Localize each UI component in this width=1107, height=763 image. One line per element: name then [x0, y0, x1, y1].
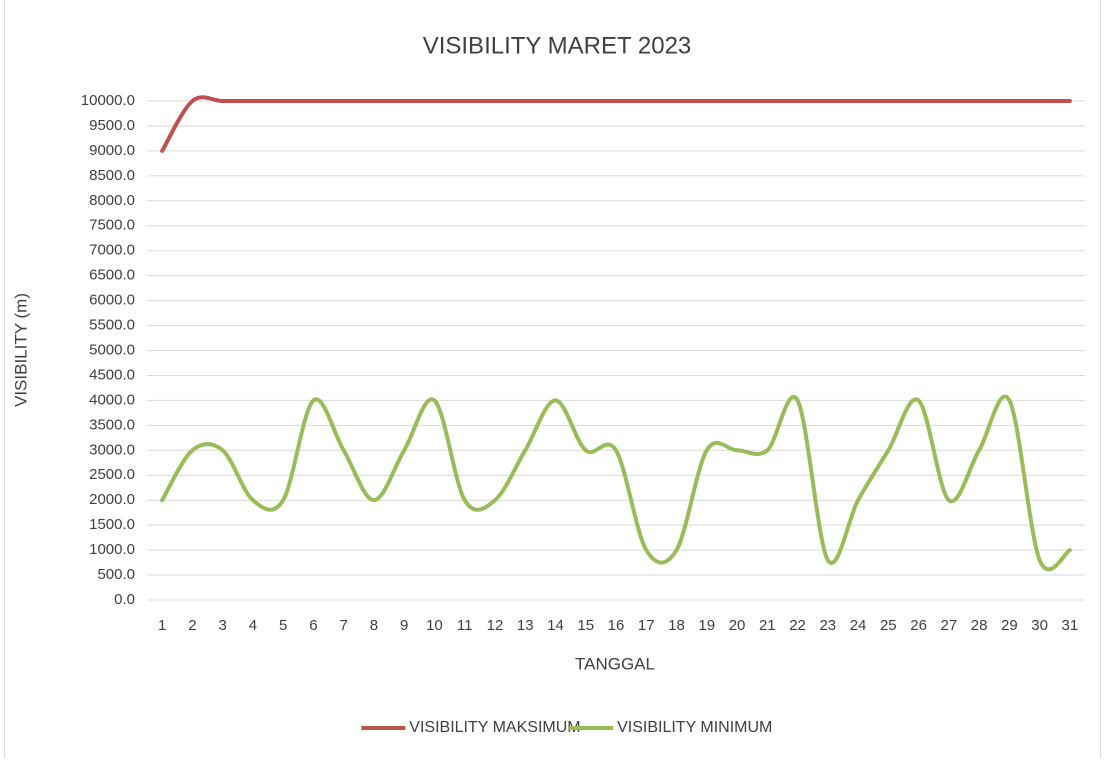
x-tick-label: 16 [608, 617, 625, 634]
y-tick-label: 9500.0 [89, 117, 135, 134]
y-tick-label: 3500.0 [89, 416, 135, 433]
x-tick-label: 21 [759, 617, 776, 634]
x-tick-label: 22 [789, 617, 806, 634]
x-tick-label: 26 [910, 617, 927, 634]
x-tick-label: 5 [279, 617, 287, 634]
x-tick-label: 1 [158, 617, 166, 634]
y-tick-label: 2500.0 [89, 466, 135, 483]
x-tick-label: 24 [850, 617, 867, 634]
y-tick-label: 6500.0 [89, 267, 135, 284]
y-tick-label: 5500.0 [89, 317, 135, 334]
y-tick-label: 7500.0 [89, 217, 135, 234]
x-tick-label: 31 [1062, 617, 1079, 634]
x-tick-label: 7 [340, 617, 348, 634]
x-axis-label: TANGGAL [575, 654, 655, 673]
chart-title: VISIBILITY MARET 2023 [423, 32, 692, 59]
y-tick-label: 4500.0 [89, 366, 135, 383]
y-tick-label: 500.0 [97, 566, 135, 583]
y-tick-label: 8000.0 [89, 192, 135, 209]
line-series [160, 394, 1072, 572]
x-tick-label: 11 [457, 617, 473, 634]
x-tick-label: 27 [940, 617, 957, 634]
x-tick-label: 29 [1001, 617, 1018, 634]
y-tick-label: 5000.0 [89, 341, 135, 358]
y-tick-label: 8500.0 [89, 167, 135, 184]
x-tick-label: 15 [577, 617, 594, 634]
x-tick-label: 10 [426, 617, 443, 634]
y-tick-label: 0.0 [114, 591, 135, 608]
x-tick-label: 6 [309, 617, 317, 634]
x-tick-label: 19 [698, 617, 715, 634]
y-tick-label: 1500.0 [89, 516, 135, 533]
x-tick-label: 25 [880, 617, 897, 634]
y-tick-label: 1000.0 [89, 541, 135, 558]
x-tick-label: 2 [188, 617, 196, 634]
x-tick-label: 3 [218, 617, 226, 634]
x-tick-label: 12 [487, 617, 504, 634]
y-tick-label: 2000.0 [89, 491, 135, 508]
x-tick-label: 9 [400, 617, 408, 634]
x-tick-label: 20 [729, 617, 746, 634]
legend-label: VISIBILITY MINIMUM [617, 719, 772, 736]
x-tick-label: 4 [249, 617, 257, 634]
x-tick-label: 8 [370, 617, 378, 634]
x-tick-label: 23 [819, 617, 836, 634]
chart-border [4, 0, 1101, 760]
y-axis-label: VISIBILITY (m) [11, 293, 30, 407]
x-tick-label: 30 [1031, 617, 1048, 634]
line-series [160, 95, 1072, 153]
x-tick-label: 14 [547, 617, 564, 634]
y-tick-label: 3000.0 [89, 441, 135, 458]
y-tick-label: 6000.0 [89, 292, 135, 309]
legend-label: VISIBILITY MAKSIMUM [409, 719, 580, 736]
x-tick-label: 17 [638, 617, 655, 634]
y-tick-label: 4000.0 [89, 391, 135, 408]
y-tick-label: 7000.0 [89, 242, 135, 259]
x-tick-label: 13 [517, 617, 534, 634]
y-tick-label: 10000.0 [81, 92, 135, 109]
y-tick-label: 9000.0 [89, 142, 135, 159]
x-tick-label: 18 [668, 617, 685, 634]
x-tick-label: 28 [971, 617, 988, 634]
